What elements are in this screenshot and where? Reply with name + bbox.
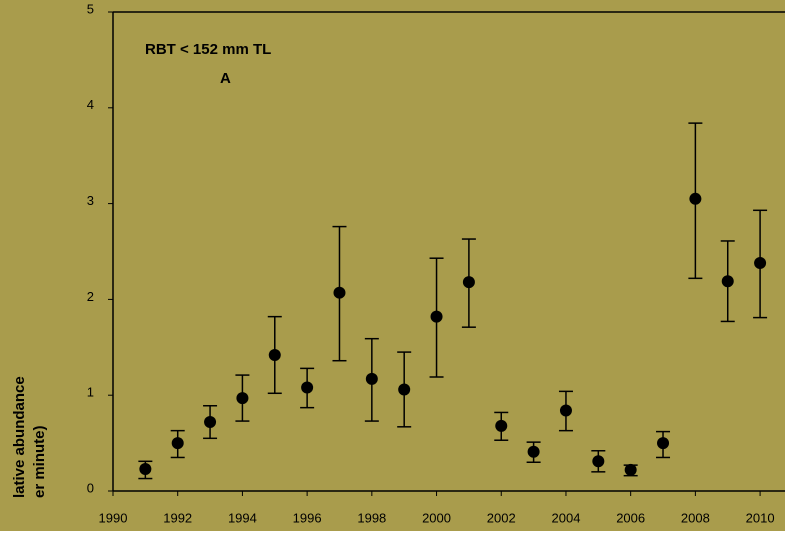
- y-tick-label: 5: [87, 1, 94, 16]
- x-tick-label: 1996: [293, 510, 322, 525]
- y-tick-label: 3: [87, 193, 94, 208]
- y-axis-label: er minute): [31, 425, 48, 498]
- x-tick-label: 2006: [616, 510, 645, 525]
- point: [204, 416, 217, 429]
- point: [754, 256, 767, 269]
- x-tick-label: 1994: [228, 510, 257, 525]
- point: [139, 462, 152, 475]
- x-tick-label: 2004: [552, 510, 581, 525]
- point: [689, 192, 702, 205]
- point: [657, 437, 670, 450]
- annotation: A: [220, 70, 231, 87]
- x-tick-label: 2008: [681, 510, 710, 525]
- x-tick-label: 2000: [422, 510, 451, 525]
- x-tick-label: 1990: [99, 510, 128, 525]
- y-tick-label: 1: [87, 385, 94, 400]
- x-tick-label: 1998: [357, 510, 386, 525]
- x-tick-label: 1992: [163, 510, 192, 525]
- point: [527, 445, 540, 458]
- point: [462, 276, 475, 289]
- point: [559, 404, 572, 417]
- y-axis-label: lative abundance: [11, 376, 28, 498]
- point: [333, 286, 346, 299]
- point: [430, 310, 443, 323]
- x-tick-label: 2002: [487, 510, 516, 525]
- y-tick-label: 4: [87, 97, 94, 112]
- point: [592, 455, 605, 468]
- point: [398, 383, 411, 396]
- point: [236, 392, 249, 405]
- point: [268, 348, 281, 361]
- point: [301, 381, 314, 394]
- y-tick-label: 0: [87, 480, 94, 495]
- y-tick-label: 2: [87, 289, 94, 304]
- annotation: RBT < 152 mm TL: [145, 41, 271, 58]
- point: [365, 372, 378, 385]
- point: [721, 275, 734, 288]
- point: [171, 437, 184, 450]
- point: [624, 463, 637, 476]
- point: [495, 419, 508, 432]
- x-tick-label: 2010: [746, 510, 775, 525]
